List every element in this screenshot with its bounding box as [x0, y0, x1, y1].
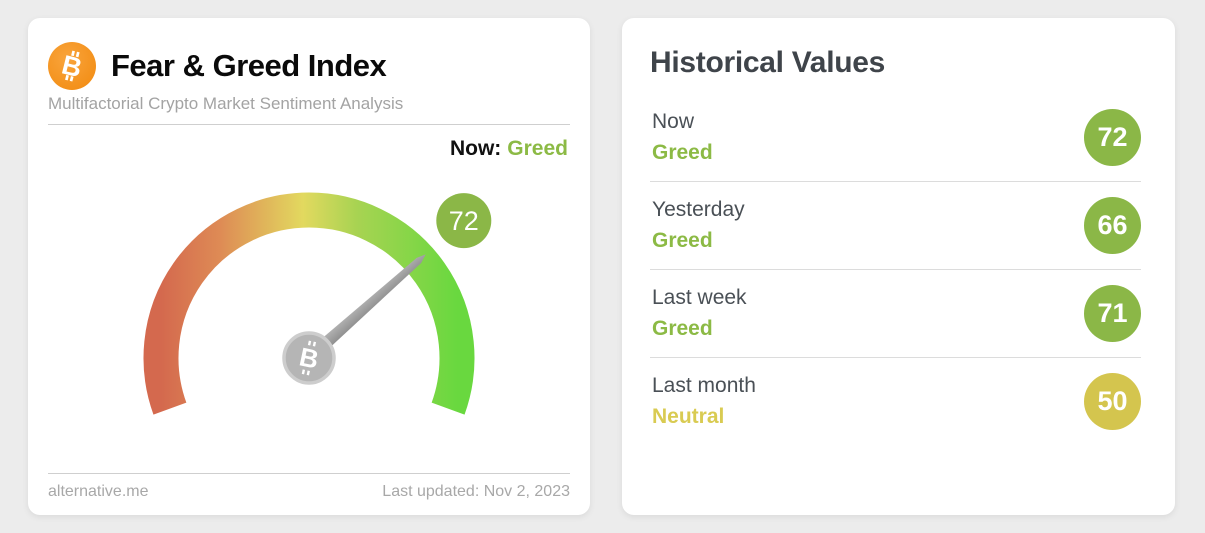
period-label: Last month	[652, 374, 756, 397]
historical-values-title: Historical Values	[650, 46, 886, 79]
last-updated-text: Last updated: Nov 2, 2023	[382, 483, 570, 500]
sentiment-label: Greed	[652, 141, 713, 164]
fear-greed-card: B Fear & Greed Index Multifactorial Cryp…	[28, 18, 590, 515]
history-row-yesterday: Yesterday Greed 66	[650, 182, 1141, 270]
history-row-last-week: Last week Greed 71	[650, 270, 1141, 358]
source-link[interactable]: alternative.me	[48, 483, 149, 500]
subtitle: Multifactorial Crypto Market Sentiment A…	[48, 94, 404, 113]
now-sentiment-value: Greed	[507, 137, 568, 160]
header-divider	[48, 124, 570, 125]
bitcoin-hub-icon: B	[297, 340, 321, 376]
historical-values-card: Historical Values Now Greed 72 Yesterday…	[622, 18, 1175, 515]
sentiment-label: Neutral	[652, 405, 725, 428]
fear-greed-gauge: B 72	[99, 165, 519, 465]
gauge-hub: B	[282, 331, 336, 385]
now-label: Now:	[449, 137, 502, 160]
period-label: Yesterday	[652, 198, 745, 221]
sentiment-label: Greed	[652, 229, 713, 252]
fear-greed-header: B Fear & Greed Index	[48, 42, 570, 90]
value-badge: 71	[1084, 285, 1141, 342]
widget-stage: B Fear & Greed Index Multifactorial Cryp…	[28, 18, 1175, 515]
value-badge: 66	[1084, 197, 1141, 254]
gauge-value-badge: 72	[436, 193, 492, 249]
page-title: Fear & Greed Index	[111, 48, 387, 83]
period-label: Now	[652, 110, 695, 133]
period-label: Last week	[652, 286, 747, 309]
current-sentiment-line: Now: Greed	[48, 137, 568, 161]
gauge-value-label: 72	[449, 206, 479, 236]
card-footer: alternative.me Last updated: Nov 2, 2023	[28, 473, 590, 515]
bitcoin-icon: B	[48, 42, 96, 90]
gauge-needle	[304, 254, 426, 363]
sentiment-label: Greed	[652, 317, 713, 340]
footer-divider	[48, 473, 570, 474]
history-row-last-month: Last month Neutral 50	[650, 358, 1141, 445]
value-badge: 50	[1084, 373, 1141, 430]
gauge-arc	[143, 192, 475, 415]
value-badge: 72	[1084, 109, 1141, 166]
history-row-now: Now Greed 72	[650, 94, 1141, 182]
